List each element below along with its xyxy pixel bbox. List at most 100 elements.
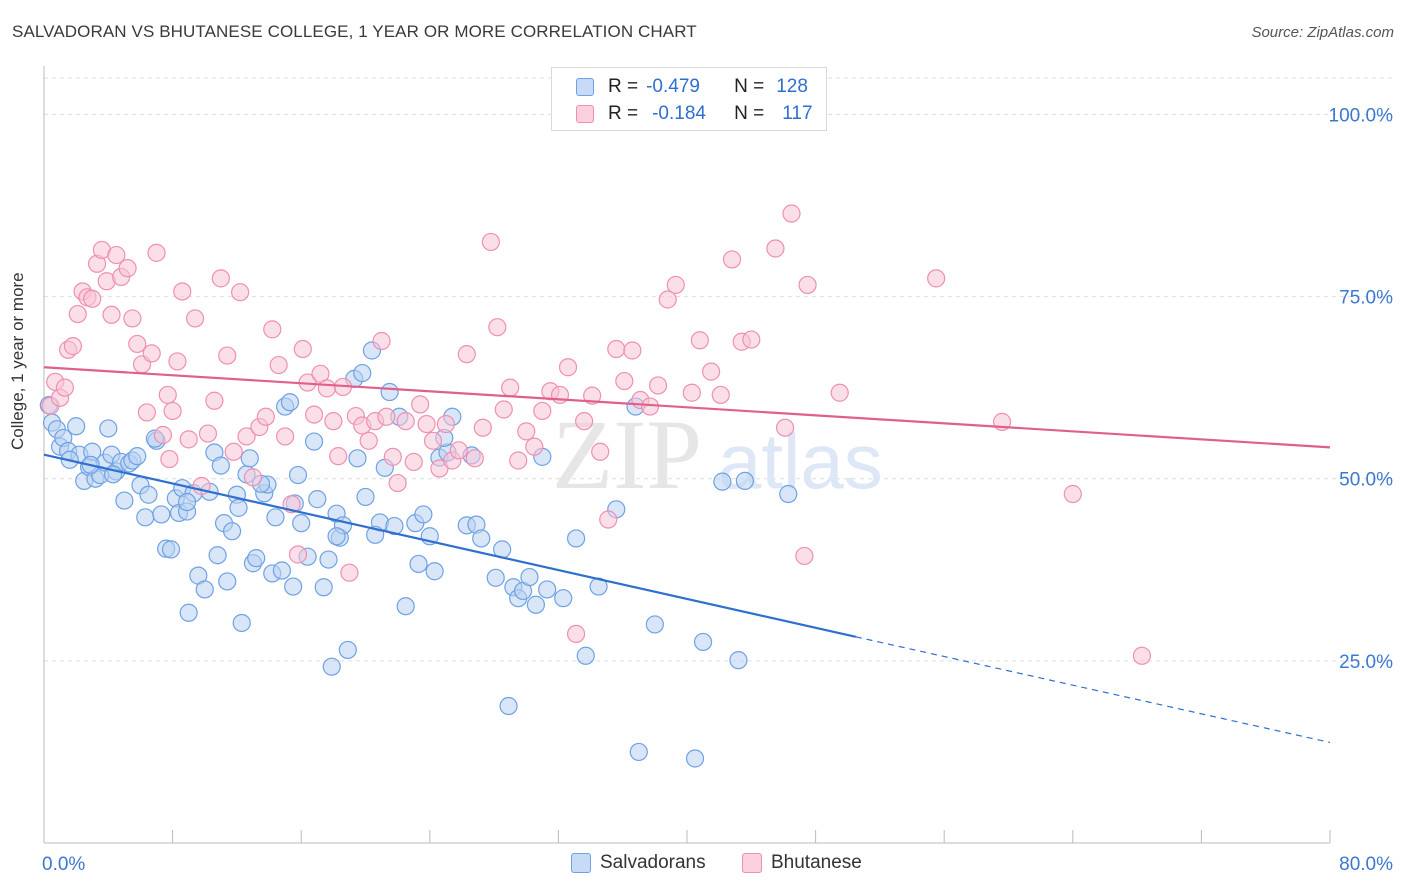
watermark-zip: ZIP [552, 399, 702, 510]
series-legend-bhutanese[interactable]: Bhutanese [742, 852, 862, 874]
data-point [319, 550, 338, 569]
data-point [372, 331, 391, 351]
data-point [648, 376, 668, 395]
data-point [218, 572, 237, 591]
data-point [798, 275, 817, 295]
series-swatch-bhutanese [742, 853, 762, 873]
data-point [324, 412, 343, 431]
trend-lines [43, 366, 1331, 744]
data-point [488, 318, 507, 337]
data-point [276, 427, 295, 446]
data-point [205, 391, 224, 410]
legend-r-value-salvadorans: -0.479 [646, 76, 700, 97]
data-point [713, 472, 732, 491]
legend-swatch-bhutanese [576, 105, 594, 123]
legend-n-value-bhutanese: 117 [782, 103, 813, 124]
data-point [232, 613, 251, 633]
data-point [317, 379, 337, 398]
data-point [179, 430, 198, 449]
watermark: ZIP atlas [552, 399, 883, 510]
data-point [256, 407, 275, 426]
data-point [128, 447, 147, 466]
data-point [927, 269, 946, 288]
data-point [338, 640, 357, 660]
data-point [417, 414, 436, 434]
data-point [517, 422, 536, 441]
data-point [222, 522, 242, 541]
y-tick-label: 25.0% [1339, 652, 1393, 673]
correlation-legend: R = -0.479 N = 128 R = -0.184 N = 117 [551, 67, 827, 131]
data-point [160, 449, 179, 469]
data-point [288, 465, 308, 485]
chart-title: SALVADORAN VS BHUTANESE COLLEGE, 1 YEAR … [12, 22, 697, 41]
data-point [83, 289, 102, 308]
data-point [533, 401, 552, 421]
data-point [409, 554, 428, 574]
data-point [322, 657, 341, 676]
data-point [231, 283, 250, 302]
data-point [388, 473, 407, 493]
y-tick-label: 75.0% [1339, 288, 1393, 309]
data-point [404, 452, 423, 472]
legend-n-value-salvadorans: 128 [776, 76, 808, 97]
data-point [486, 568, 505, 587]
data-point [645, 615, 664, 634]
data-point [107, 245, 126, 265]
data-point [576, 646, 595, 665]
x-tick-label-min: 0.0% [42, 854, 85, 875]
data-point [481, 232, 500, 252]
y-axis-label: College, 1 year or more [8, 272, 27, 450]
data-point [63, 337, 83, 356]
data-point [1063, 484, 1082, 504]
data-point [566, 624, 586, 644]
data-point [494, 400, 513, 419]
data-point [128, 334, 147, 354]
data-point [269, 355, 288, 375]
data-point [224, 442, 243, 461]
axes [43, 66, 1331, 844]
data-point [722, 250, 742, 269]
data-point [473, 418, 492, 437]
data-point [102, 305, 121, 324]
data-point [142, 344, 161, 363]
data-point [396, 597, 415, 616]
data-point [329, 447, 348, 466]
data-point [158, 385, 177, 405]
trend-line-bhutanese [43, 366, 1331, 449]
data-point [782, 204, 801, 223]
data-point [118, 259, 137, 278]
data-point [247, 549, 266, 568]
data-point [55, 378, 74, 397]
legend-n-label: N = [734, 76, 765, 97]
data-point [702, 362, 721, 381]
data-point [425, 562, 444, 581]
data-point [1132, 646, 1152, 665]
data-point [136, 508, 155, 527]
data-point [430, 459, 449, 478]
data-point [243, 468, 263, 487]
data-point [137, 403, 156, 422]
data-point [735, 471, 754, 490]
data-point [272, 561, 292, 580]
data-point [554, 589, 573, 608]
data-point [558, 358, 578, 377]
data-point [380, 382, 399, 402]
data-point [304, 432, 324, 451]
data-point [795, 546, 814, 566]
data-point [525, 437, 544, 456]
series-legend-salvadorans[interactable]: Salvadorans [571, 852, 706, 874]
data-point [742, 330, 761, 349]
series-label-salvadorans: Salvadorans [600, 852, 706, 873]
data-point [775, 418, 795, 437]
series-legend: Salvadorans Bhutanese [0, 852, 1406, 876]
data-point [615, 371, 634, 391]
data-point [711, 385, 730, 405]
data-point [173, 282, 192, 301]
data-point [682, 383, 701, 402]
y-tick-label: 50.0% [1339, 470, 1393, 491]
data-point [218, 346, 237, 365]
data-point [396, 412, 415, 431]
legend-r-label: R = [608, 76, 639, 97]
data-point [266, 508, 285, 527]
data-point [229, 498, 248, 517]
